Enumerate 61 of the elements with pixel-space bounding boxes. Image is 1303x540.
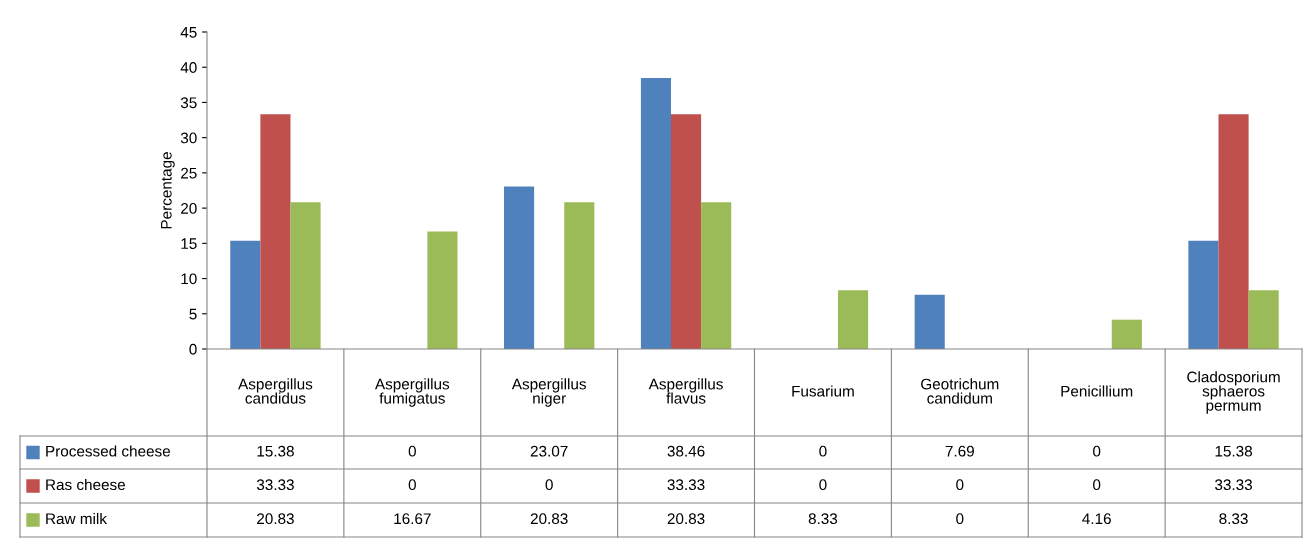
data-label: 0 xyxy=(545,479,553,491)
data-label: 38.46 xyxy=(667,445,705,457)
data-label: 8.33 xyxy=(808,513,838,525)
data-label: 15.38 xyxy=(1215,445,1253,457)
data-label: 0 xyxy=(819,445,827,457)
y-tick-label: 45 xyxy=(180,27,197,38)
data-label: 4.16 xyxy=(1082,513,1111,525)
data-label: 33.33 xyxy=(1215,479,1253,491)
y-tick-label: 20 xyxy=(181,202,197,214)
data-label: 0 xyxy=(1093,479,1101,491)
bar xyxy=(1188,240,1219,349)
data-label: 0 xyxy=(1093,445,1101,457)
bar xyxy=(701,202,732,349)
y-tick-label: 5 xyxy=(189,308,197,320)
data-label: 15.38 xyxy=(257,445,294,457)
data-label: 0 xyxy=(408,479,416,491)
bar xyxy=(671,114,702,349)
x-tick-label: Penicillium xyxy=(1061,385,1133,397)
legend-label: Ras cheese xyxy=(46,478,125,491)
x-tick-label: Geotrichum candidum xyxy=(921,378,999,404)
bar xyxy=(914,294,945,349)
data-label: 0 xyxy=(408,445,416,457)
bar xyxy=(290,202,321,349)
bar xyxy=(640,78,672,349)
data-label: 8.33 xyxy=(1219,513,1248,525)
bar xyxy=(1248,290,1279,349)
bar xyxy=(1218,114,1249,349)
bar xyxy=(260,114,291,349)
data-label: 33.33 xyxy=(667,479,705,491)
x-tick-label: Aspergillus niger xyxy=(511,378,586,407)
legend-label: Processed cheese xyxy=(46,445,171,457)
y-tick-label: 35 xyxy=(180,97,197,109)
data-label: 33.33 xyxy=(256,479,294,491)
data-label: 20.83 xyxy=(530,513,568,525)
x-tick-label: Fusarium xyxy=(792,385,854,397)
bar xyxy=(564,202,595,349)
data-label: 23.07 xyxy=(530,445,568,457)
bar xyxy=(427,231,458,349)
y-tick-label: 15 xyxy=(181,238,197,250)
data-label: 0 xyxy=(956,513,964,525)
x-tick-label: Cladosporium sphaeros permum xyxy=(1187,371,1280,414)
y-tick-label: 30 xyxy=(180,132,197,144)
bar xyxy=(837,290,869,349)
data-label: 20.83 xyxy=(257,513,294,525)
bar xyxy=(504,186,535,349)
y-tick-label: 25 xyxy=(181,167,197,179)
data-label: 16.67 xyxy=(394,513,431,525)
y-tick-label: 40 xyxy=(180,62,197,73)
legend-label: Raw milk xyxy=(46,512,107,525)
y-axis-title: Percentage xyxy=(161,152,175,229)
x-tick-label: Aspergillus flavus xyxy=(648,378,723,404)
y-tick-label: 0 xyxy=(189,343,197,355)
data-label: 20.83 xyxy=(667,513,705,525)
x-tick-label: Aspergillus fumigatus xyxy=(374,378,450,407)
bar xyxy=(230,240,261,349)
data-label: 0 xyxy=(956,479,964,491)
data-label: 7.69 xyxy=(945,445,974,457)
x-tick-label: Aspergillus candidus xyxy=(238,378,313,404)
bar xyxy=(1111,319,1142,349)
data-label: 0 xyxy=(819,479,827,491)
y-tick-label: 10 xyxy=(181,273,197,285)
